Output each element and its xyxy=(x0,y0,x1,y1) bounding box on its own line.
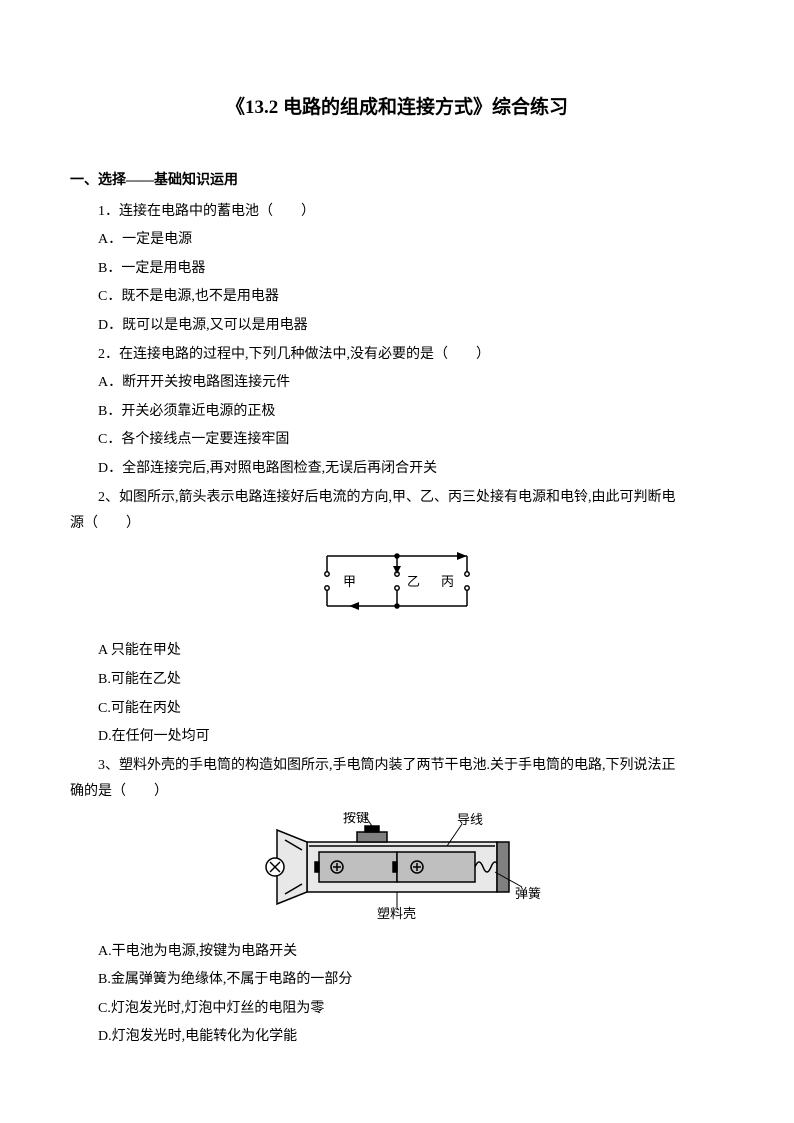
q3-option-b: B.金属弹簧为绝缘体,不属于电路的一部分 xyxy=(70,967,724,994)
q2b-option-c: C.可能在丙处 xyxy=(70,696,724,723)
section-header: 一、选择——基础知识运用 xyxy=(70,168,724,195)
q1-option-b: B．一定是用电器 xyxy=(70,256,724,283)
q3-stem-line2: 确的是（ ） xyxy=(70,779,724,806)
circuit-diagram-1: 甲 乙 丙 xyxy=(70,544,724,633)
page-title: 《13.2 电路的组成和连接方式》综合练习 xyxy=(70,90,724,126)
q2b-stem-line1: 2、如图所示,箭头表示电路连接好后电流的方向,甲、乙、丙三处接有电源和电铃,由此… xyxy=(70,485,724,512)
q2-option-b: B．开关必须靠近电源的正极 xyxy=(70,399,724,426)
q2b-option-b: B.可能在乙处 xyxy=(70,667,724,694)
q3-option-d: D.灯泡发光时,电能转化为化学能 xyxy=(70,1024,724,1051)
q3-stem-line1: 3、塑料外壳的手电筒的构造如图所示,手电筒内装了两节干电池.关于手电筒的电路,下… xyxy=(70,753,724,780)
q2b-option-d: D.在任何一处均可 xyxy=(70,724,724,751)
circuit-label-c: 丙 xyxy=(441,574,454,589)
q2-option-d: D．全部连接完后,再对照电路图检查,无误后再闭合开关 xyxy=(70,456,724,483)
flashlight-diagram: 按键 导线 弹簧 塑料壳 xyxy=(70,812,724,933)
flashlight-label-button: 按键 xyxy=(343,812,369,825)
circuit-label-a: 甲 xyxy=(343,574,356,589)
circuit-label-b: 乙 xyxy=(407,574,420,589)
q2b-stem-line2: 源（ ） xyxy=(70,511,724,538)
q2-option-a: A．断开开关按电路图连接元件 xyxy=(70,370,724,397)
flashlight-label-wire: 导线 xyxy=(457,812,483,827)
q3-option-c: C.灯泡发光时,灯泡中灯丝的电阻为零 xyxy=(70,996,724,1023)
q1-option-a: A．一定是电源 xyxy=(70,227,724,254)
q3-option-a: A.干电池为电源,按键为电路开关 xyxy=(70,939,724,966)
q1-stem: 1．连接在电路中的蓄电池（ ） xyxy=(70,199,724,226)
flashlight-label-spring: 弹簧 xyxy=(515,886,541,901)
q2-stem: 2．在连接电路的过程中,下列几种做法中,没有必要的是（ ） xyxy=(70,342,724,369)
q1-option-d: D．既可以是电源,又可以是用电器 xyxy=(70,313,724,340)
q1-option-c: C．既不是电源,也不是用电器 xyxy=(70,284,724,311)
q2-option-c: C．各个接线点一定要连接牢固 xyxy=(70,427,724,454)
flashlight-label-shell: 塑料壳 xyxy=(377,906,416,921)
q2b-option-a: A 只能在甲处 xyxy=(70,638,724,665)
